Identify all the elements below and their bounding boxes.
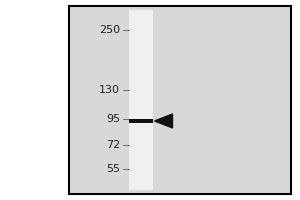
Text: 250: 250	[99, 25, 120, 35]
Bar	[129, 119, 153, 123]
Bar	[129, 10, 153, 190]
Text: 72: 72	[106, 140, 120, 150]
Polygon shape	[154, 114, 172, 128]
Text: 55: 55	[106, 164, 120, 174]
Text: 95: 95	[106, 114, 120, 124]
Bar	[69, 6, 291, 194]
Text: 130: 130	[99, 85, 120, 95]
